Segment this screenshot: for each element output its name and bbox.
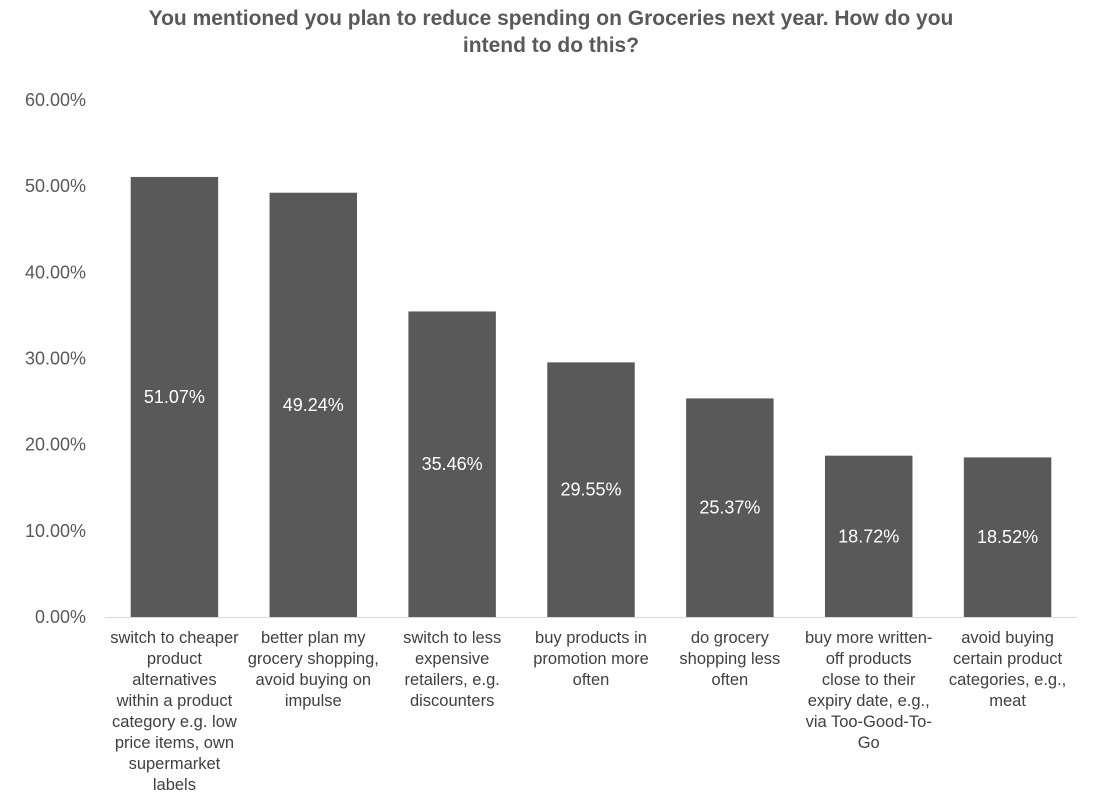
bar bbox=[408, 311, 496, 617]
bar-data-label: 29.55% bbox=[560, 480, 621, 500]
x-category-label-line: often bbox=[572, 671, 610, 689]
x-category-label-line: meat bbox=[989, 692, 1026, 710]
bar bbox=[269, 192, 358, 617]
y-tick-label: 30.00% bbox=[25, 349, 86, 369]
x-category-label: buy more written-off products close to th… bbox=[799, 628, 939, 754]
x-category-label-line: buy more written- bbox=[804, 629, 933, 647]
y-tick-label: 60.00% bbox=[25, 90, 86, 110]
y-axis-tick-labels: 0.00% 10.00% 20.00% 30.00% 40.00% 50.00% 60.00… bbox=[25, 90, 86, 627]
x-category-label-line: avoid buying bbox=[961, 629, 1054, 647]
x-category-label: better plan my grocery shopping, avoid buy… bbox=[243, 628, 383, 712]
x-category-label-line: impulse bbox=[284, 692, 342, 710]
x-category-label-line: Go bbox=[857, 734, 880, 752]
bars bbox=[130, 176, 1052, 617]
data-labels: 51.07% 49.24% 35.46% 29.55% 25.37% 18.72% 18.5… bbox=[144, 387, 1038, 547]
bar-data-label: 51.07% bbox=[144, 387, 205, 407]
x-category-label-line: promotion more bbox=[533, 650, 649, 668]
bar-data-label: 18.52% bbox=[977, 527, 1038, 547]
x-category-label-line: switch to cheaper bbox=[110, 629, 239, 647]
x-category-label-line: product bbox=[146, 650, 202, 668]
chart-title-line-1: You mentioned you plan to reduce spendin… bbox=[148, 7, 954, 30]
bar bbox=[547, 362, 635, 617]
x-category-label-line: expiry date, e.g., bbox=[807, 692, 930, 710]
x-category-label-line: category e.g. low bbox=[112, 713, 237, 731]
x-category-label-line: avoid buying on bbox=[255, 671, 372, 689]
x-category-label-line: supermarket bbox=[128, 755, 221, 773]
x-category-label-line: close to their bbox=[821, 671, 916, 689]
x-category-label-line: switch to less bbox=[403, 629, 502, 647]
bar bbox=[963, 457, 1052, 617]
x-category-label: switch to less expensive retailers, e.g. di… bbox=[382, 628, 522, 712]
x-category-label-line: expensive bbox=[414, 650, 490, 668]
y-tick-label: 0.00% bbox=[35, 607, 86, 627]
bar-data-label: 25.37% bbox=[699, 498, 760, 518]
y-tick-label: 10.00% bbox=[25, 521, 86, 541]
x-category-label-line: shopping less bbox=[679, 650, 781, 668]
y-tick-label: 50.00% bbox=[25, 176, 86, 196]
x-category-label-line: grocery shopping, bbox=[247, 650, 379, 668]
x-category-label: avoid buying certain product categories, e… bbox=[938, 628, 1078, 712]
chart-title-line-2: intend to do this? bbox=[462, 34, 640, 57]
x-category-label-line: often bbox=[711, 671, 749, 689]
bar bbox=[824, 455, 913, 617]
x-category-label-line: discounters bbox=[409, 692, 495, 710]
x-category-label-line: off products bbox=[825, 650, 912, 668]
x-category-label: buy products in promotion more often bbox=[521, 628, 661, 691]
x-category-label-line: alternatives bbox=[132, 671, 217, 689]
bar-data-label: 49.24% bbox=[283, 395, 344, 415]
x-category-label-line: labels bbox=[152, 776, 196, 794]
x-category-label-line: price items, own bbox=[114, 734, 235, 752]
x-category-label-line: better plan my bbox=[261, 629, 366, 647]
x-category-label-line: buy products in bbox=[535, 629, 647, 647]
bar-data-label: 18.72% bbox=[838, 526, 899, 546]
chart-title: You mentioned you plan to reduce spendin… bbox=[0, 5, 1102, 59]
x-category-label-line: via Too-Good-To- bbox=[805, 713, 932, 731]
bar-data-label: 35.46% bbox=[422, 454, 483, 474]
x-category-label-line: do grocery bbox=[690, 629, 769, 647]
x-category-label-line: categories, e.g., bbox=[948, 671, 1067, 689]
x-category-label-line: retailers, e.g. bbox=[404, 671, 500, 689]
y-tick-label: 40.00% bbox=[25, 262, 86, 282]
x-category-label: do grocery shopping less often bbox=[660, 628, 800, 691]
x-category-label-line: within a product bbox=[116, 692, 233, 710]
y-tick-label: 20.00% bbox=[25, 435, 86, 455]
x-category-label: switch to cheaper product alternatives with… bbox=[104, 628, 244, 796]
bar bbox=[130, 176, 219, 617]
bar bbox=[686, 398, 774, 617]
x-category-label-line: certain product bbox=[952, 650, 1063, 668]
